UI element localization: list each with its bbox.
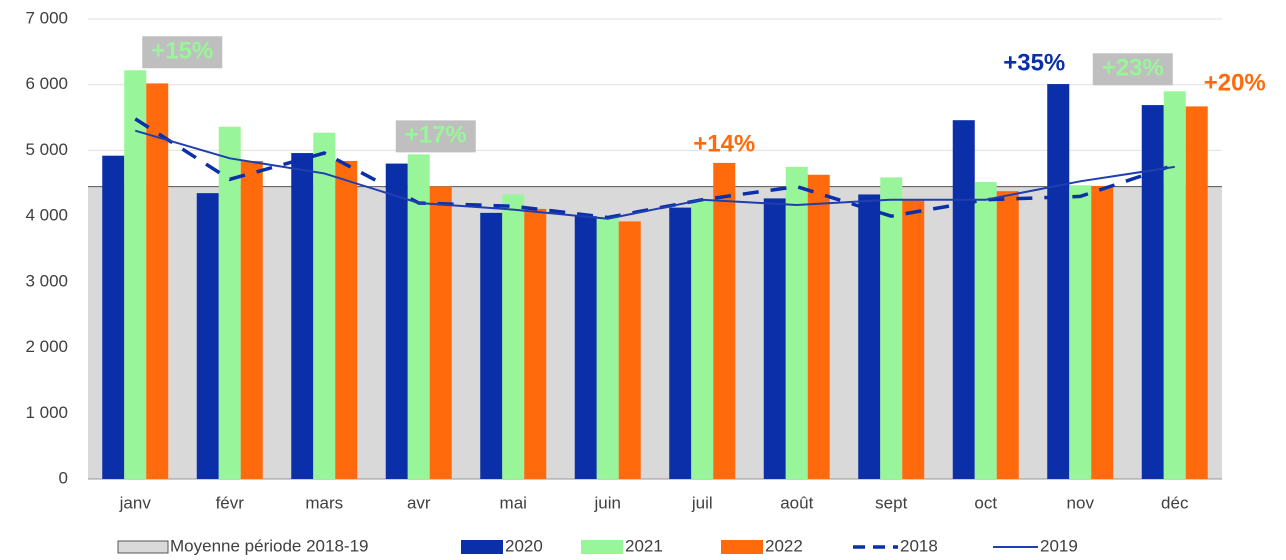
bar [429,186,452,480]
bar [618,221,641,479]
annotation: +23% [1102,55,1164,82]
x-tick-label: mai [500,493,527,512]
bar [335,160,358,479]
bar [385,163,408,480]
bar [1185,106,1208,480]
bar [574,216,597,479]
bar [240,160,263,479]
bar [669,207,692,479]
bar [1047,84,1070,480]
annotation: +35% [1003,49,1065,76]
bar [1069,185,1092,479]
legend-label: 2020 [505,536,543,555]
bar [1091,185,1114,479]
x-tick-label: déc [1161,493,1189,512]
annotation: +17% [405,122,467,149]
y-tick-label: 4 000 [25,206,68,225]
bar [196,193,219,479]
bar [974,181,997,479]
legend-item: 2019 [993,536,1078,555]
bar [880,177,903,479]
bar [785,166,808,479]
bar [502,194,525,479]
bar [763,198,786,479]
annotation: +15% [151,38,213,65]
legend-item: 2018 [853,536,938,555]
y-tick-label: 3 000 [25,271,68,290]
x-tick-label: août [780,493,813,512]
y-tick-label: 2 000 [25,337,68,356]
legend-swatch [721,540,763,554]
legend-item: 2021 [581,536,663,555]
legend-label: 2019 [1040,536,1078,555]
legend-swatch [581,540,623,554]
annotation: +14% [693,130,755,157]
y-tick-label: 0 [59,468,68,487]
dashed-line [134,117,1176,220]
legend-swatch [461,540,503,554]
x-tick-label: nov [1067,493,1095,512]
annotation-background [1092,53,1173,86]
bar [1141,105,1164,479]
x-tick-label: oct [974,493,997,512]
bar [902,199,925,479]
bar [952,120,975,479]
x-tick-label: janv [119,493,152,512]
y-tick-label: 5 000 [25,140,68,159]
x-tick-label: juil [691,493,713,512]
bar [313,132,336,479]
x-tick-label: juin [594,493,621,512]
annotation-background [142,36,223,69]
annotation-background [395,120,476,153]
legend-label: 2022 [765,536,803,555]
bar [124,70,147,479]
legend-item: Moyenne période 2018-19 [117,536,368,555]
line [134,129,1175,220]
legend-label: 2021 [625,536,663,555]
bar [1163,91,1186,480]
bar [218,126,241,480]
bar [480,212,503,479]
bar [807,174,830,479]
bar [996,191,1019,479]
bar [291,153,314,480]
legend-swatch [117,540,169,554]
legend-item: 2020 [461,536,543,555]
bar [524,208,547,479]
y-tick-label: 6 000 [25,74,68,93]
x-tick-label: mars [305,493,343,512]
x-tick-label: sept [875,493,907,512]
bar [146,83,169,480]
bar [407,154,430,479]
bar [858,194,881,479]
x-tick-label: févr [216,493,245,512]
legend-label: Moyenne période 2018-19 [170,536,368,555]
y-tick-label: 1 000 [25,403,68,422]
bar [691,199,714,479]
legend-item: 2022 [721,536,803,555]
bar [596,216,619,480]
bar [102,155,125,479]
legend-label: 2018 [900,536,938,555]
x-tick-label: avr [407,493,431,512]
annotation: +20% [1204,70,1266,97]
y-tick-label: 7 000 [25,8,68,27]
bar [713,162,736,479]
